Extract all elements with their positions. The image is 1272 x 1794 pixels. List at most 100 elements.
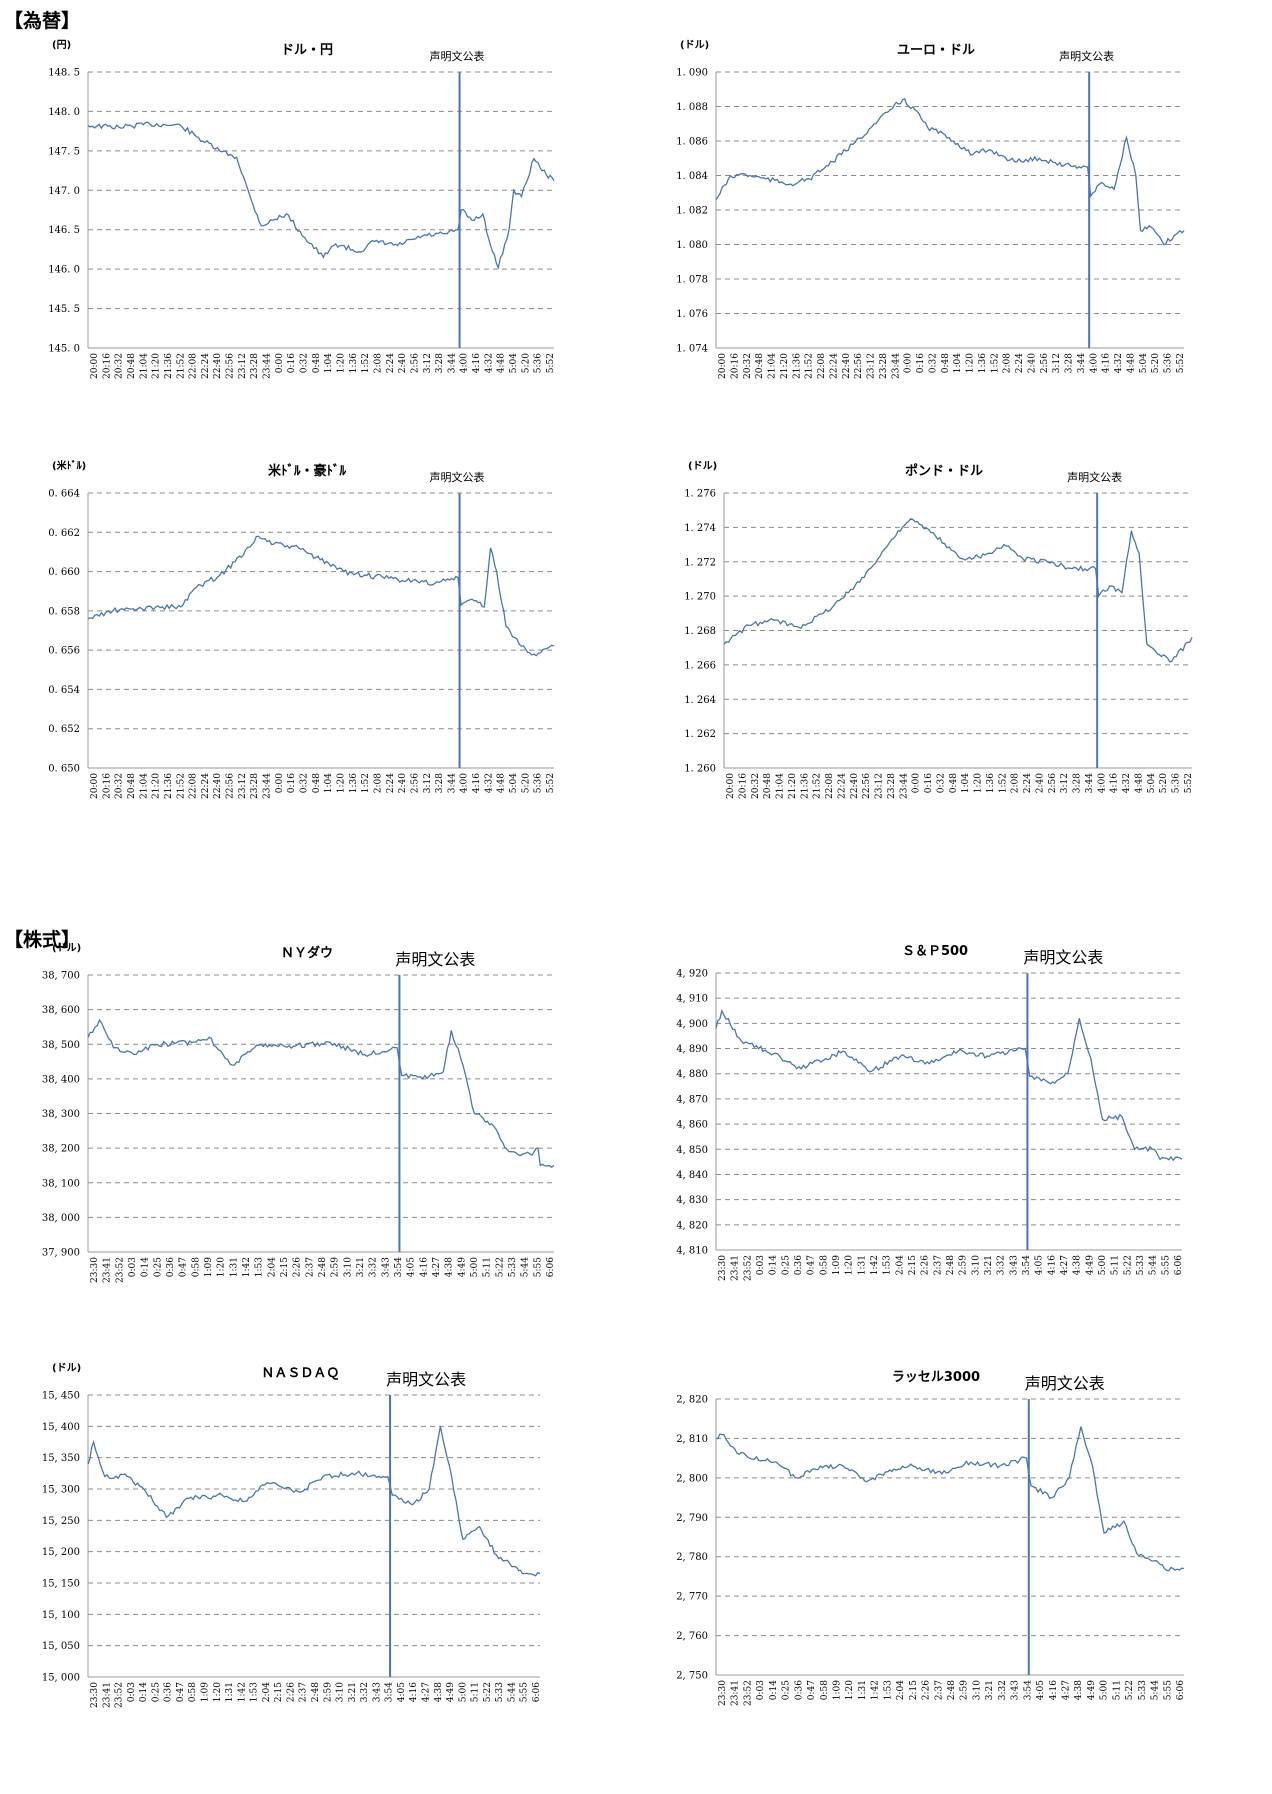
y-tick-label: 38, 300 [42,1109,80,1120]
x-tick-label: 20:32 [115,353,125,379]
y-tick-label: 4, 910 [676,994,708,1005]
x-tick-label: 1:52 [998,773,1008,793]
x-tick-label: 20:16 [730,353,740,379]
series-line [723,518,1193,663]
x-tick-label: 5:20 [1151,353,1161,373]
x-tick-label: 1:53 [883,1680,893,1700]
x-tick-label: 0:36 [794,1680,804,1700]
x-tick-label: 23:44 [263,353,273,379]
series-line [87,1426,541,1577]
y-tick-label: 38, 000 [42,1213,80,1224]
x-tick-label: 21:04 [139,773,149,799]
x-tick-label: 23:44 [899,773,909,799]
x-tick-label: 21:36 [164,353,174,379]
x-tick-label: 23:41 [102,1682,112,1708]
y-tick-label: 15, 300 [42,1485,80,1496]
x-tick-label: 3:43 [372,1682,382,1702]
y-tick-label: 15, 050 [42,1641,80,1652]
y-unit-label: (ドル) [688,460,717,472]
y-tick-label: 38, 200 [42,1144,80,1155]
x-tick-label: 3:28 [1065,353,1075,373]
x-tick-label: 5:44 [1151,1680,1161,1700]
x-tick-label: 4:16 [472,773,482,793]
x-tick-label: 1:36 [986,773,996,793]
x-tick-label: 1:04 [324,773,334,793]
x-tick-label: 1:42 [237,1682,247,1702]
x-tick-label: 5:11 [1112,1680,1122,1700]
x-tick-label: 1:09 [201,1682,211,1702]
x-tick-label: 20:00 [726,773,736,799]
x-tick-label: 4:16 [409,1682,419,1702]
x-tick-label: 22:08 [189,773,199,799]
y-tick-label: 1. 266 [684,660,716,671]
x-tick-label: 3:32 [998,1680,1008,1700]
x-tick-label: 4:00 [1097,773,1107,793]
x-tick-label: 4:27 [422,1682,432,1702]
x-tick-label: 5:11 [483,1257,493,1277]
x-tick-label: 5:52 [1176,353,1186,373]
x-tick-label: 20:48 [127,353,137,379]
x-tick-label: 2:26 [293,1257,303,1277]
x-tick-label: 1:42 [242,1257,252,1277]
x-tick-label: 4:00 [460,353,470,373]
x-tick-label: 3:12 [1060,773,1070,793]
y-tick-label: 1. 080 [676,240,708,251]
x-tick-label: 5:22 [1123,1255,1133,1275]
x-tick-label: 4:16 [1047,1255,1057,1275]
chart-svg: (ドル) ＮＡＳＤＡＱ 15, 000 15, 050 15, 100 15, 150 15… [42,1362,542,1708]
y-tick-label: 15, 200 [42,1547,80,1558]
x-tick-label: 4:49 [446,1682,456,1702]
x-tick-label: 1:36 [349,773,359,793]
x-tick-label: 4:27 [432,1257,442,1277]
x-tick-label: 4:49 [1085,1255,1095,1275]
x-tick-label: 0:16 [924,773,934,793]
series-line [715,1008,1183,1162]
event-annotation: 声明文公表 [1023,948,1103,967]
x-tick-label: 20:16 [738,773,748,799]
x-tick-label: 2:24 [1023,773,1033,793]
y-tick-label: 1. 274 [684,523,716,534]
x-tick-label: 3:44 [1085,773,1095,793]
y-tick-label: 15, 100 [42,1610,80,1621]
chart-title: ＮＡＳＤＡＱ [261,1366,339,1381]
x-tick-label: 20:00 [90,773,100,799]
x-tick-label: 0:58 [819,1255,829,1275]
x-tick-label: 4:32 [484,773,494,793]
x-tick-label: 3:44 [1077,353,1087,373]
y-tick-label: 2, 770 [676,1592,708,1603]
x-tick-label: 23:28 [250,773,260,799]
x-tick-label: 2:37 [299,1682,309,1702]
x-tick-label: 5:00 [1100,1680,1110,1700]
x-tick-label: 2:08 [1003,353,1013,373]
x-tick-label: 1:20 [336,773,346,793]
x-tick-label: 1:36 [349,353,359,373]
y-tick-label: 2, 760 [676,1631,708,1642]
y-tick-label: 15, 400 [42,1422,80,1433]
x-tick-label: 1:20 [336,353,346,373]
x-tick-label: 20:00 [90,353,100,379]
x-tick-label: 2:40 [398,353,408,373]
x-tick-label: 2:48 [318,1257,328,1277]
x-tick-label: 5:33 [495,1682,505,1702]
x-tick-label: 0:25 [151,1682,161,1702]
x-tick-label: 0:48 [941,353,951,373]
x-tick-label: 0:25 [153,1257,163,1277]
y-tick-label: 15, 350 [42,1453,80,1464]
x-tick-label: 4:48 [497,353,507,373]
x-tick-label: 0:36 [794,1255,804,1275]
x-tick-label: 2:24 [386,773,396,793]
x-tick-label: 2:40 [1035,773,1045,793]
y-tick-label: 4, 890 [676,1044,708,1055]
x-tick-label: 23:30 [718,1680,728,1706]
x-tick-label: 2:59 [959,1255,969,1275]
x-tick-label: 2:24 [386,353,396,373]
x-tick-label: 2:59 [331,1257,341,1277]
x-tick-label: 2:59 [323,1682,333,1702]
y-tick-label: 147. 5 [48,146,80,157]
chart-title: Ｓ＆Ｐ500 [902,944,968,959]
x-tick-label: 23:52 [743,1255,753,1281]
x-tick-label: 3:28 [435,353,445,373]
x-tick-label: 2:08 [1011,773,1021,793]
x-tick-label: 2:04 [262,1682,272,1702]
x-tick-label: 21:36 [800,773,810,799]
